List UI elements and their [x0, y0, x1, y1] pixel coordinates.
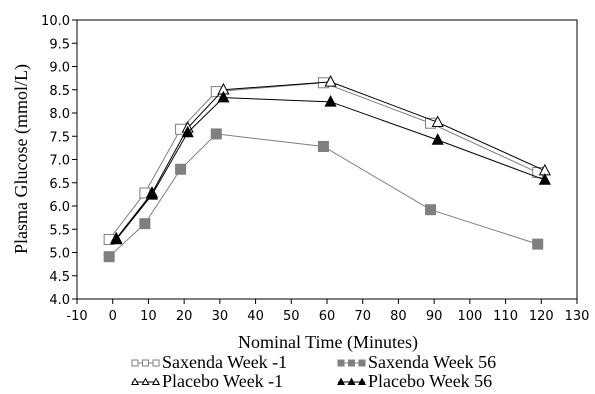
data-point	[145, 188, 159, 200]
data-point	[317, 140, 329, 152]
y-tick-label: 6.5	[49, 177, 70, 192]
data-point	[324, 95, 337, 107]
y-tick-label: 5.5	[49, 223, 70, 238]
x-tick-label: 100	[457, 309, 482, 324]
x-tick-label: 30	[212, 309, 229, 324]
x-tick-label: 80	[390, 309, 407, 324]
data-point	[538, 173, 551, 185]
data-point	[217, 90, 230, 103]
legend-marker	[347, 377, 356, 386]
y-tick-label: 9.0	[49, 61, 70, 76]
legend-marker	[142, 359, 149, 367]
x-tick-label: 40	[247, 309, 264, 324]
legend-item: Saxenda Week -1	[131, 352, 287, 372]
y-tick-label: 8.0	[49, 107, 70, 122]
y-tick-label: 4.0	[49, 293, 70, 308]
series-2	[103, 128, 544, 263]
y-tick-label: 5.0	[49, 247, 70, 262]
legend-marker	[152, 359, 160, 367]
x-axis-title: Nominal Time (Minutes)	[238, 332, 418, 353]
y-tick-label: 9.5	[49, 37, 70, 52]
x-tick-label: 60	[319, 309, 336, 324]
legend-label: Saxenda Week 56	[368, 352, 496, 372]
legend-marker	[348, 359, 355, 367]
data-point	[210, 128, 222, 140]
legend-label: Saxenda Week -1	[162, 352, 287, 372]
legend-item: Placebo Week 56	[337, 371, 492, 391]
x-tick-label: 0	[109, 309, 117, 324]
legend-marker	[358, 377, 366, 386]
legend-marker	[131, 377, 139, 386]
data-point	[175, 163, 187, 175]
y-tick-label: 6.0	[49, 200, 70, 215]
x-tick-label: 10	[140, 309, 157, 324]
series-1	[103, 77, 544, 245]
y-tick-label: 8.5	[49, 84, 70, 99]
legend-marker	[337, 359, 345, 367]
series-4	[110, 90, 551, 245]
x-tick-label: 70	[354, 309, 371, 324]
x-tick-label: 110	[493, 309, 518, 324]
x-tick-label: 90	[426, 309, 443, 324]
legend-marker	[337, 377, 345, 386]
data-point	[110, 232, 123, 245]
legend-item: Placebo Week -1	[131, 371, 283, 391]
y-tick-label: 7.0	[49, 154, 70, 169]
y-tick-label: 10.0	[41, 14, 70, 29]
legend-label: Placebo Week -1	[162, 371, 283, 391]
y-axis-title: Plasma Glucose (mmol/L)	[11, 64, 32, 254]
data-point	[425, 204, 437, 216]
y-axis-ticks: 4.0 4.5 5.0 5.5 6.0 6.5 7.0 7.5 8.0 8.5 9.0 9.5 10.0	[41, 14, 77, 308]
x-tick-label: 130	[565, 309, 590, 324]
legend-label: Placebo Week 56	[368, 371, 492, 391]
data-point	[181, 125, 194, 138]
y-tick-label: 4.5	[49, 270, 70, 285]
legend-marker	[141, 377, 150, 386]
x-tick-label: -10	[66, 309, 87, 324]
data-point	[103, 251, 115, 263]
y-tick-label: 7.5	[49, 130, 70, 145]
data-point	[431, 115, 444, 128]
x-tick-label: 20	[176, 309, 193, 324]
series-layer	[103, 75, 551, 263]
legend-item: Saxenda Week 56	[337, 352, 496, 372]
legend-marker	[152, 377, 160, 386]
x-axis-ticks: -10 0 10 20 30 40 50 60 70 80 90 100 110 120 130	[66, 299, 589, 324]
legend-marker	[131, 359, 139, 367]
data-point	[532, 238, 544, 250]
data-point	[324, 75, 337, 87]
data-point	[139, 218, 151, 230]
x-tick-label: 120	[529, 309, 554, 324]
legend-marker	[358, 359, 366, 367]
data-point	[431, 133, 444, 145]
x-tick-label: 50	[283, 309, 300, 324]
